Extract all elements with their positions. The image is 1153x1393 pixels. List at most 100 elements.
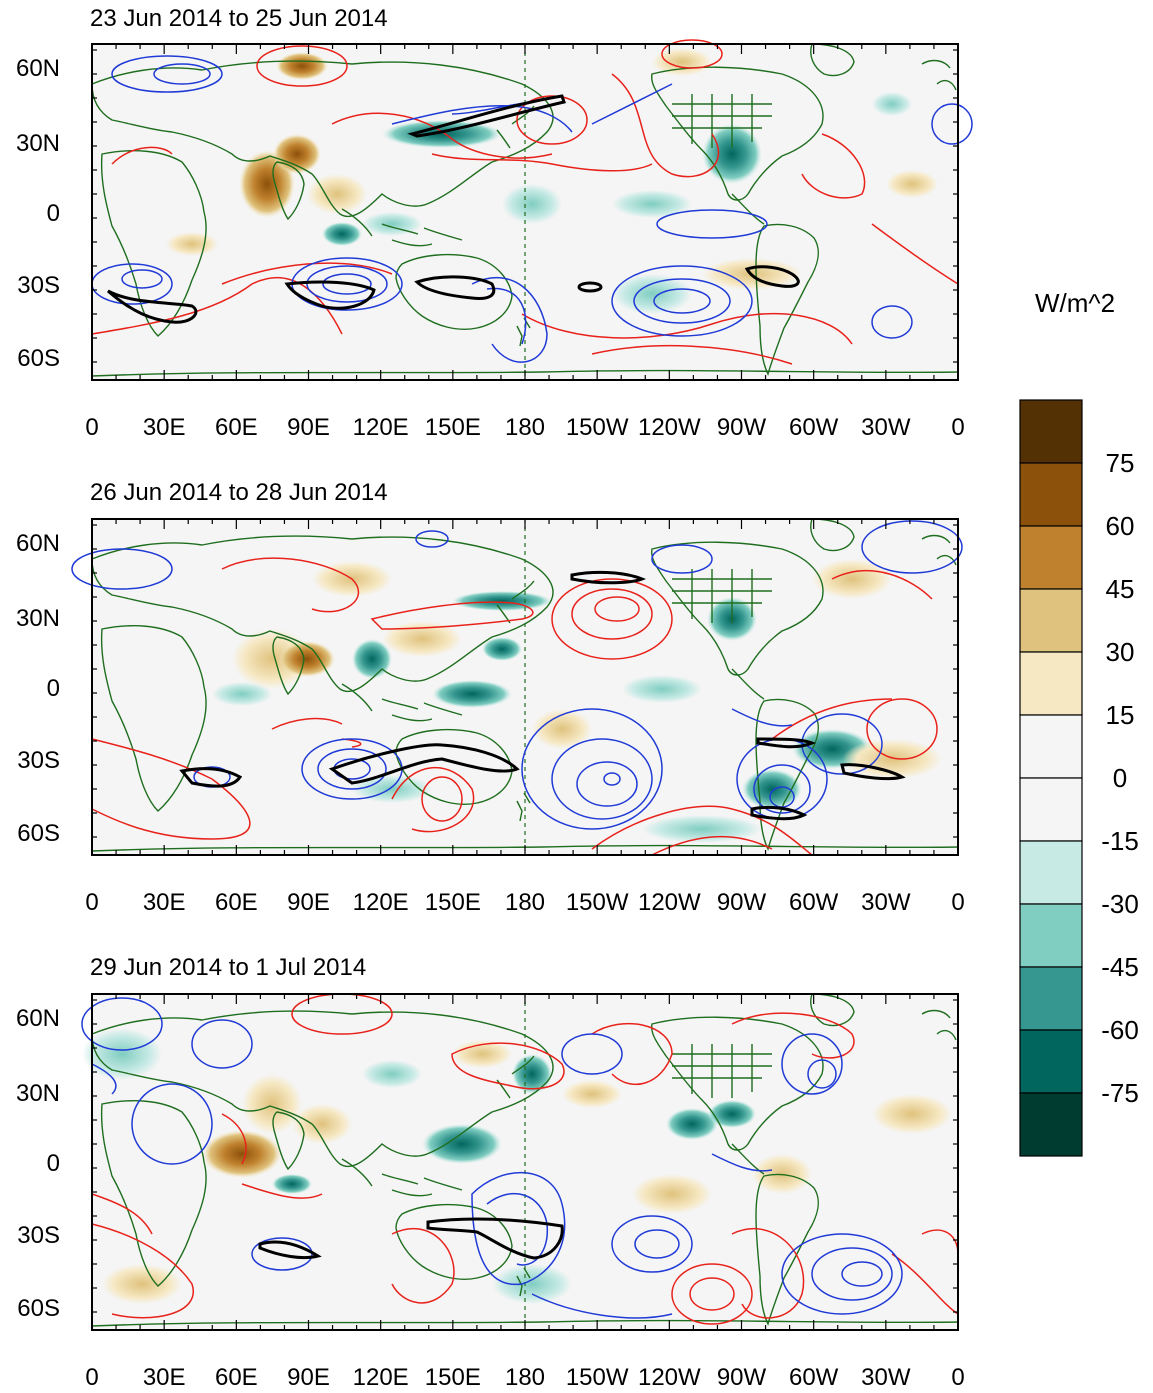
y-tick-label: 60N (16, 1005, 60, 1032)
y-tick-label: 60N (16, 55, 60, 82)
x-tick-label: 120E (353, 889, 409, 916)
x-tick-label: 150W (566, 414, 629, 441)
colorbar-swatch (1019, 714, 1083, 779)
highlight-contours (179, 570, 906, 821)
x-tick-label: 0 (951, 414, 964, 441)
x-tick-label: 120W (638, 889, 701, 916)
x-tick-label: 60W (789, 889, 839, 916)
colorbar-label: -60 (1101, 1015, 1139, 1045)
colorbar-label: 45 (1106, 574, 1135, 604)
x-tick-label: 30E (143, 414, 186, 441)
x-tick-label: 60E (215, 1364, 258, 1391)
panel-1-map (91, 39, 973, 381)
colorbar-swatch (1019, 1029, 1083, 1094)
x-tick-label: 90E (287, 889, 330, 916)
x-tick-label: 60W (789, 414, 839, 441)
x-tick-label: 30W (861, 1364, 911, 1391)
y-tick-label: 0 (47, 675, 60, 702)
colorbar-swatch (1019, 966, 1083, 1031)
colorbar-label: 30 (1106, 637, 1135, 667)
x-tick-label: 150E (425, 889, 481, 916)
colorbar-swatch (1019, 651, 1083, 716)
highlight-contours (258, 1217, 564, 1260)
panel-3-title: 29 Jun 2014 to 1 Jul 2014 (90, 954, 366, 981)
olr-shading (82, 1028, 952, 1304)
x-tick-label: 150E (425, 1364, 481, 1391)
colorbar-swatch (1019, 903, 1083, 968)
panel-3-x-axis: 0 30E 60E 90E 120E 150E 180 150W 120W 90W 60W 30W 0 (85, 1364, 964, 1391)
y-tick-label: 30S (17, 747, 60, 774)
y-tick-label: 60S (17, 820, 60, 847)
panel-2: 26 Jun 2014 to 28 Jun 2014 (16, 479, 965, 916)
panel-3-map (81, 993, 959, 1331)
positive-contours (91, 39, 959, 365)
panel-2-x-axis: 0 30E 60E 90E 120E 150E 180 150W 120W 90W 60W 30W 0 (85, 889, 964, 916)
colorbar-label: -15 (1101, 826, 1139, 856)
x-tick-label: 0 (85, 889, 98, 916)
x-tick-label: 90W (717, 414, 767, 441)
x-tick-label: 0 (951, 1364, 964, 1391)
x-tick-label: 90W (717, 889, 767, 916)
x-tick-label: 90E (287, 414, 330, 441)
x-tick-label: 120E (353, 414, 409, 441)
x-tick-label: 30E (143, 889, 186, 916)
x-tick-label: 120W (638, 414, 701, 441)
colorbar-boxes (1019, 399, 1083, 1157)
olr-shading (212, 559, 942, 843)
x-tick-label: 30W (861, 414, 911, 441)
panel-2-title: 26 Jun 2014 to 28 Jun 2014 (90, 479, 388, 506)
x-tick-label: 0 (951, 889, 964, 916)
x-tick-label: 150W (566, 1364, 629, 1391)
y-tick-label: 60N (16, 530, 60, 557)
x-tick-label: 60W (789, 1364, 839, 1391)
x-tick-label: 180 (505, 414, 545, 441)
y-tick-label: 30S (17, 1222, 60, 1249)
x-tick-label: 30E (143, 1364, 186, 1391)
positive-contours (91, 557, 938, 856)
colorbar-label: -30 (1101, 889, 1139, 919)
colorbar-swatch (1019, 588, 1083, 653)
colorbar-swatch (1019, 777, 1083, 842)
x-tick-label: 0 (85, 1364, 98, 1391)
x-tick-label: 180 (505, 1364, 545, 1391)
colorbar-swatch (1019, 1092, 1083, 1157)
panel-1: 23 Jun 2014 to 25 Jun 2014 (16, 5, 973, 441)
y-tick-label: 60S (17, 1295, 60, 1322)
colorbar: W/m^2 75 60 45 30 15 0 -15 -30 -45 -60 -75 (1019, 288, 1139, 1157)
colorbar-swatch (1019, 399, 1083, 464)
colorbar-label: -75 (1101, 1078, 1139, 1108)
panel-2-y-axis: 60N 30N 0 30S 60S (16, 530, 60, 847)
y-tick-label: 30N (16, 1080, 60, 1107)
x-tick-label: 120W (638, 1364, 701, 1391)
y-tick-label: 0 (47, 200, 60, 227)
x-tick-label: 90W (717, 1364, 767, 1391)
colorbar-label: 15 (1106, 700, 1135, 730)
panel-1-x-axis: 0 30E 60E 90E 120E 150E 180 150W 120W 90W 60W 30W 0 (85, 414, 964, 441)
negative-contours (81, 997, 903, 1319)
positive-contours (91, 993, 959, 1325)
colorbar-swatch (1019, 525, 1083, 590)
y-tick-label: 30N (16, 605, 60, 632)
x-tick-label: 60E (215, 889, 258, 916)
y-tick-label: 0 (47, 1150, 60, 1177)
panel-2-map (71, 518, 963, 856)
panel-3: 29 Jun 2014 to 1 Jul 2014 (16, 954, 965, 1391)
highlight-contours (107, 94, 800, 324)
colorbar-label: -45 (1101, 952, 1139, 982)
x-tick-label: 0 (85, 414, 98, 441)
colorbar-swatch (1019, 840, 1083, 905)
x-tick-label: 180 (505, 889, 545, 916)
x-tick-label: 60E (215, 414, 258, 441)
x-tick-label: 90E (287, 1364, 330, 1391)
y-tick-label: 30S (17, 272, 60, 299)
colorbar-swatch (1019, 462, 1083, 527)
y-tick-label: 60S (17, 345, 60, 372)
colorbar-label: 60 (1106, 511, 1135, 541)
colorbar-label: 75 (1106, 448, 1135, 478)
panel-1-y-axis: 60N 30N 0 30S 60S (16, 55, 60, 372)
x-tick-label: 30W (861, 889, 911, 916)
panel-3-y-axis: 60N 30N 0 30S 60S (16, 1005, 60, 1322)
x-tick-label: 150E (425, 414, 481, 441)
x-tick-label: 120E (353, 1364, 409, 1391)
